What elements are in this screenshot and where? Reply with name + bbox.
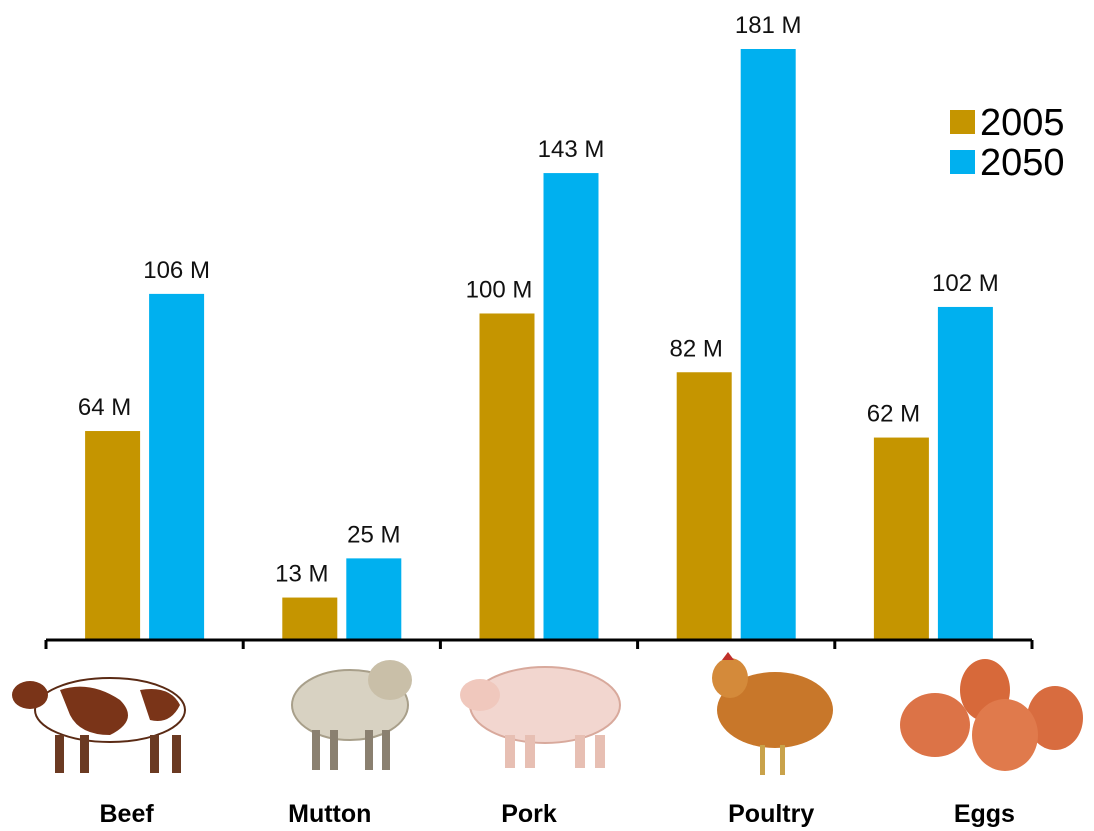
cow-icon bbox=[12, 677, 186, 773]
legend-label: 2050 bbox=[980, 142, 1065, 184]
bar bbox=[282, 597, 338, 640]
x-tick-label: Beef bbox=[100, 800, 155, 828]
legend-swatch bbox=[950, 150, 975, 174]
bar bbox=[85, 431, 141, 640]
bar bbox=[479, 313, 535, 640]
value-label: 62 M bbox=[867, 401, 920, 428]
eggs-icon bbox=[900, 659, 1083, 771]
bar bbox=[740, 49, 796, 640]
x-tick-label: Pork bbox=[501, 800, 557, 828]
value-label: 181 M bbox=[735, 12, 802, 39]
value-label: 102 M bbox=[932, 270, 999, 297]
bar bbox=[346, 558, 402, 640]
chicken-icon bbox=[712, 652, 833, 775]
x-tick-label: Mutton bbox=[288, 800, 371, 828]
sheep-icon bbox=[291, 660, 412, 770]
value-label: 82 M bbox=[670, 335, 723, 362]
value-label: 100 M bbox=[466, 276, 533, 303]
x-tick-label: Poultry bbox=[728, 800, 814, 828]
value-label: 25 M bbox=[347, 521, 400, 548]
bar bbox=[676, 372, 732, 640]
pig-icon bbox=[460, 666, 621, 768]
bar bbox=[937, 306, 993, 640]
legend-label: 2005 bbox=[980, 102, 1065, 144]
value-label: 13 M bbox=[275, 561, 328, 588]
value-label: 64 M bbox=[78, 394, 131, 421]
x-tick-label: Eggs bbox=[954, 800, 1015, 828]
bar bbox=[543, 173, 599, 641]
legend-swatch bbox=[950, 110, 975, 134]
value-label: 106 M bbox=[143, 257, 210, 284]
value-label: 143 M bbox=[538, 136, 605, 163]
bar bbox=[873, 437, 929, 640]
bar bbox=[149, 293, 205, 640]
animal-pictures bbox=[12, 652, 1083, 775]
